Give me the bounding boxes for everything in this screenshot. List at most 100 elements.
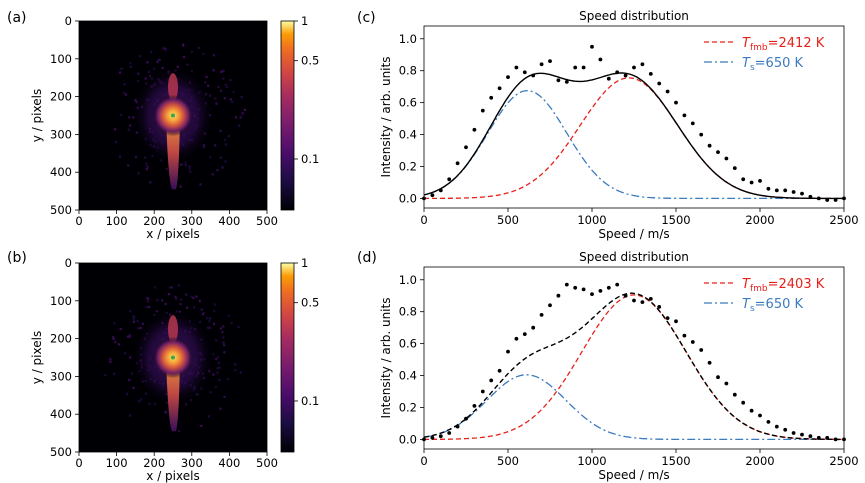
- data-point: [581, 287, 586, 292]
- legend: Tfmb=2412 K Ts=650 K: [704, 36, 825, 73]
- heatmap-pixel: [219, 89, 223, 92]
- y-tick-label: 0.8: [399, 305, 417, 319]
- heatmap-pixel: [215, 339, 218, 342]
- x-tick-label: 300: [181, 456, 203, 470]
- data-point: [623, 73, 628, 78]
- data-point: [606, 76, 611, 81]
- heatmap-pixel: [112, 337, 115, 340]
- data-point: [690, 340, 695, 344]
- data-point: [833, 437, 838, 442]
- data-point: [598, 289, 603, 293]
- fit-curve-ts: [423, 374, 844, 441]
- heatmap-pixel: [114, 128, 117, 131]
- heatmap-pixel: [128, 378, 131, 381]
- data-point: [682, 333, 687, 338]
- data-point: [632, 298, 636, 303]
- y-tick-label: 500: [50, 445, 72, 459]
- data-point: [800, 432, 804, 437]
- heatmap-pixel: [232, 91, 235, 94]
- y-tick-label: 400: [50, 407, 72, 421]
- data-point: [674, 319, 678, 324]
- heatmap-pixel: [128, 124, 132, 127]
- panel-label: (a): [7, 10, 27, 26]
- heatmap-pixel: [212, 322, 216, 325]
- heatmap-pixel: [155, 310, 158, 313]
- y-tick-label: 0: [65, 14, 72, 28]
- data-point: [455, 161, 460, 166]
- heatmap-pixel: [158, 58, 161, 61]
- heatmap-pixel: [145, 162, 148, 165]
- x-tick-label: 200: [143, 456, 165, 470]
- heatmap-pixel: [202, 312, 205, 315]
- heatmap-pixel: [223, 344, 226, 347]
- heatmap-pixel: [182, 55, 186, 59]
- x-tick-label: 1500: [661, 213, 690, 227]
- panel-label: (b): [7, 250, 27, 266]
- x-tick-label: 2000: [745, 213, 774, 227]
- heatmap-pixel: [190, 69, 193, 73]
- heatmap-pixel: [132, 320, 136, 323]
- heatmap-pixel: [234, 116, 238, 119]
- heatmap-pixel: [174, 297, 178, 300]
- heatmap-pixel: [163, 46, 166, 49]
- y-tick-label: 100: [50, 52, 72, 66]
- data-point: [497, 86, 502, 91]
- data-point: [480, 389, 485, 394]
- heatmap-pixel: [184, 403, 188, 406]
- heatmap-pixel: [124, 93, 128, 96]
- data-point: [732, 392, 737, 397]
- heatmap-pixel: [224, 83, 227, 86]
- data-point: [590, 44, 594, 49]
- heatmap-pixel: [207, 84, 210, 87]
- heatmap-pixel: [165, 167, 168, 171]
- heatmap-pixel: [188, 165, 191, 168]
- data-point: [522, 70, 527, 75]
- y-tick-label: 200: [50, 90, 72, 104]
- heatmap-pixel: [206, 317, 209, 320]
- heatmap-pixel: [184, 161, 187, 164]
- heatmap-pixel: [216, 371, 219, 374]
- y-tick-label: 400: [50, 165, 72, 179]
- heatmap-pixel: [224, 143, 227, 146]
- heatmap-pixel: [149, 181, 152, 184]
- heatmap-pixel: [146, 165, 149, 168]
- heatmap-pixel: [223, 138, 226, 141]
- center-marker: [171, 113, 175, 118]
- fit-curve-sum: [423, 72, 844, 200]
- data-point: [783, 427, 788, 432]
- colorbar: [280, 262, 295, 453]
- heatmap-pixel: [132, 386, 135, 389]
- heatmap-pixel: [217, 86, 220, 89]
- heatmap-pixel: [127, 128, 130, 131]
- legend-entry: Ts=650 K: [742, 56, 803, 73]
- heatmap-pixel: [153, 403, 156, 406]
- heatmap-pixel: [109, 360, 112, 363]
- heatmap-pixel: [223, 395, 226, 398]
- colorbar: [280, 20, 295, 211]
- x-tick-label: 400: [218, 456, 240, 470]
- heatmap-pixel: [120, 67, 123, 70]
- heatmap-pixel: [153, 286, 157, 289]
- heatmap-pixel: [190, 295, 193, 298]
- x-axis-label: Speed / m/s: [598, 227, 669, 241]
- data-point: [749, 408, 754, 413]
- heatmap-pixel: [113, 322, 116, 325]
- heatmap-pixel: [150, 51, 153, 54]
- y-tick-label: 0.0: [399, 432, 417, 446]
- heatmap-pixel: [114, 141, 118, 144]
- y-tick-label: 0.2: [399, 400, 417, 414]
- data-point: [539, 313, 544, 317]
- heatmap-pixel: [148, 305, 151, 309]
- heatmap-pixel: [231, 100, 234, 103]
- y-tick-label: 0.2: [399, 159, 417, 173]
- heatmap-pixel: [240, 96, 243, 99]
- x-tick-label: 2500: [829, 454, 858, 468]
- heatmap-pixel: [125, 392, 129, 395]
- heatmap-pixel: [132, 315, 135, 318]
- data-point: [791, 431, 796, 435]
- colorbar-tick-label: 1: [301, 256, 308, 270]
- heatmap-pixel: [229, 79, 232, 82]
- data-point: [833, 198, 838, 202]
